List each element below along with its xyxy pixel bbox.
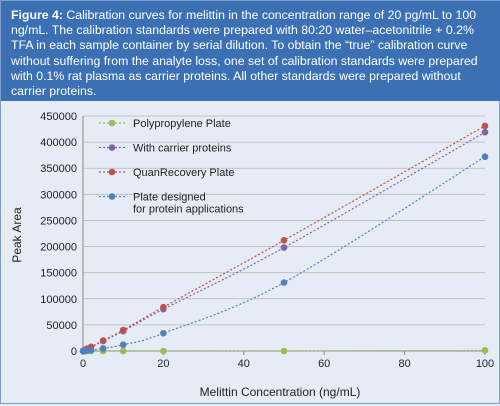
data-point-series-3 (280, 279, 288, 286)
x-tick-label: 0 (80, 358, 86, 370)
legend-label-3: Plate designed (133, 192, 206, 204)
data-point-series-3 (99, 345, 107, 352)
x-tick-label: 20 (157, 358, 169, 370)
y-tick-label: 50000 (46, 320, 77, 332)
data-point-series-3 (87, 346, 95, 354)
y-tick-label: 400000 (40, 137, 77, 149)
legend-swatch-marker-0 (108, 119, 116, 127)
data-point-series-1 (481, 128, 489, 136)
x-tick-label: 100 (476, 358, 494, 370)
data-point-series-2 (481, 122, 489, 130)
x-tick-label: 80 (398, 358, 410, 370)
y-tick-label: 0 (71, 346, 77, 358)
x-axis-label: Melittin Concentration (ng/mL) (200, 385, 361, 399)
data-point-series-2 (160, 303, 167, 311)
y-axis-label: Peak Area (10, 207, 24, 263)
legend-swatch-marker-1 (108, 144, 116, 151)
y-tick-label: 350000 (40, 163, 77, 175)
legend-swatch-marker-2 (108, 168, 116, 176)
data-point-series-1 (280, 244, 288, 251)
x-tick-label: 40 (238, 358, 250, 370)
legend-label-3: for protein applications (133, 204, 244, 216)
data-point-series-3 (160, 329, 167, 337)
data-point-series-0 (119, 347, 127, 355)
legend-label-1: With carrier proteins (133, 143, 232, 155)
y-tick-label: 450000 (40, 111, 77, 123)
y-tick-label: 250000 (40, 215, 77, 227)
y-tick-label: 300000 (40, 189, 77, 201)
data-point-series-3 (481, 153, 489, 161)
data-point-series-3 (119, 341, 127, 349)
y-tick-label: 150000 (40, 268, 77, 280)
data-point-series-0 (481, 347, 489, 354)
data-point-series-2 (119, 326, 127, 334)
data-point-series-0 (280, 347, 288, 355)
caption-text: Calibration curves for melittin in the c… (11, 8, 478, 99)
figure-caption: Figure 4: Calibration curves for melitti… (1, 1, 500, 101)
chart-background (7, 104, 495, 401)
x-tick-label: 60 (318, 358, 330, 370)
y-tick-label: 100000 (40, 294, 77, 306)
legend-label-2: QuanRecovery Plate (133, 167, 235, 179)
chart-area: 0 50000 100000 150000 200000 250000 300000 3500… (7, 104, 495, 401)
y-tick-label: 200000 (40, 242, 77, 254)
data-point-series-0 (160, 347, 167, 355)
calibration-chart: 0 50000 100000 150000 200000 250000 300000 3500… (7, 104, 495, 401)
data-point-series-2 (280, 236, 288, 244)
legend-label-0: Polypropylene Plate (133, 118, 231, 130)
legend-swatch-marker-3 (108, 193, 116, 200)
data-point-series-2 (99, 337, 107, 344)
caption-label: Figure 4: (11, 8, 63, 22)
